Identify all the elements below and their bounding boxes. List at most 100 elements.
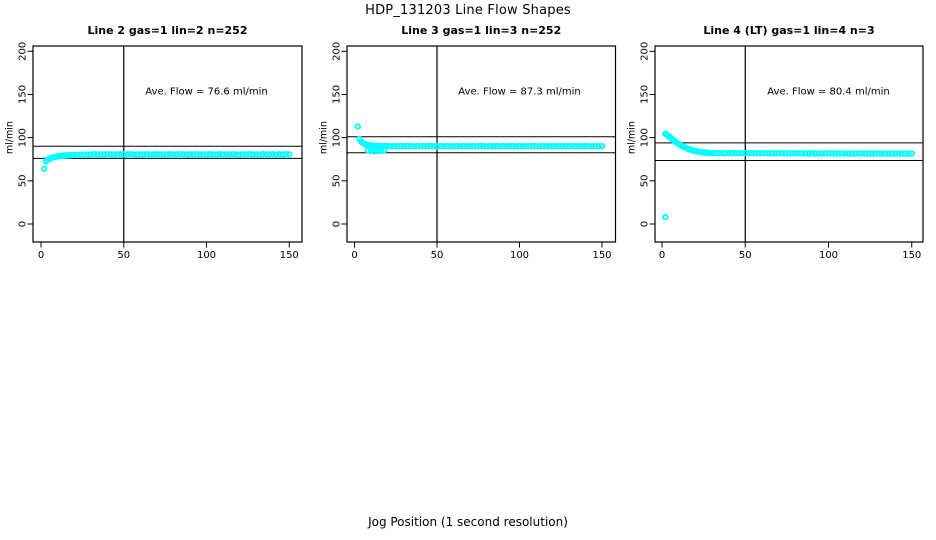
data-point xyxy=(473,143,480,150)
data-point xyxy=(423,143,431,150)
data-point xyxy=(559,142,566,150)
data-point xyxy=(748,149,756,157)
data-point xyxy=(522,142,530,150)
data-point xyxy=(582,142,589,150)
data-point xyxy=(772,150,779,157)
y-tick-label: 100 xyxy=(18,128,29,147)
data-point xyxy=(140,151,147,158)
data-point xyxy=(160,151,167,158)
data-point xyxy=(891,150,899,157)
data-point xyxy=(476,142,484,150)
data-point xyxy=(117,151,124,158)
data-point xyxy=(384,142,391,150)
data-point xyxy=(848,150,856,157)
data-point xyxy=(503,143,510,150)
x-tick-label: 150 xyxy=(280,250,299,261)
ave-flow-annotation: Ave. Flow = 80.4 ml/min xyxy=(767,86,889,97)
data-point xyxy=(229,150,237,158)
data-point xyxy=(216,151,223,158)
data-point xyxy=(94,151,101,158)
data-point xyxy=(206,151,214,158)
y-tick-label: 100 xyxy=(332,128,343,147)
data-point xyxy=(153,151,161,158)
data-point xyxy=(420,142,427,150)
data-point xyxy=(410,143,418,150)
data-point xyxy=(549,143,556,150)
y-axis-label: ml/min xyxy=(4,121,15,154)
data-point xyxy=(397,142,404,150)
data-point xyxy=(662,213,669,221)
data-point xyxy=(722,150,729,157)
data-point xyxy=(851,150,859,157)
data-point xyxy=(193,151,200,158)
data-point xyxy=(801,150,809,157)
data-point xyxy=(87,151,94,158)
data-point xyxy=(470,142,477,150)
y-tick-label: 150 xyxy=(640,85,651,104)
data-point xyxy=(103,150,111,158)
data-point xyxy=(279,151,286,158)
x-tick-label: 100 xyxy=(197,250,216,261)
data-point xyxy=(838,150,846,157)
y-tick-label: 0 xyxy=(332,221,343,227)
data-point xyxy=(708,149,716,157)
data-point xyxy=(450,142,457,150)
data-point xyxy=(414,142,421,150)
data-point xyxy=(463,143,470,150)
data-point xyxy=(792,150,799,157)
data-point xyxy=(878,150,885,157)
data-point xyxy=(100,151,108,158)
data-point xyxy=(768,149,776,157)
data-point xyxy=(579,143,586,150)
x-tick-label: 100 xyxy=(819,250,838,261)
data-point xyxy=(80,151,88,158)
data-point xyxy=(286,151,293,158)
data-point xyxy=(163,151,170,158)
data-point xyxy=(133,151,141,158)
data-point xyxy=(509,142,517,150)
data-point xyxy=(427,142,434,150)
data-point xyxy=(732,149,739,157)
data-point xyxy=(868,150,875,157)
data-point xyxy=(404,142,411,150)
data-point xyxy=(262,151,270,158)
data-point xyxy=(480,142,487,150)
data-point xyxy=(821,150,829,157)
data-point xyxy=(282,151,290,158)
y-tick-label: 50 xyxy=(18,174,29,187)
data-point xyxy=(74,151,81,159)
data-point xyxy=(180,151,187,158)
data-point xyxy=(143,151,151,158)
data-point xyxy=(831,150,839,157)
x-tick-label: 50 xyxy=(739,250,752,261)
data-point xyxy=(246,151,253,158)
data-point xyxy=(782,149,789,157)
data-point xyxy=(808,149,816,157)
data-point xyxy=(575,142,583,150)
panel-title: Line 4 (LT) gas=1 lin=4 n=3 xyxy=(703,24,874,37)
y-tick-label: 50 xyxy=(332,174,343,187)
data-point xyxy=(130,151,137,158)
x-tick-label: 150 xyxy=(592,250,611,261)
data-point xyxy=(460,142,467,150)
ave-flow-annotation: Ave. Flow = 76.6 ml/min xyxy=(145,86,267,97)
data-point xyxy=(256,151,263,158)
x-axis-label: Jog Position (1 second resolution) xyxy=(368,515,568,529)
data-point xyxy=(120,151,127,158)
data-point xyxy=(127,150,134,158)
data-point xyxy=(811,150,819,157)
data-point xyxy=(858,150,865,157)
data-point xyxy=(41,165,48,172)
data-point xyxy=(400,143,408,150)
data-point xyxy=(901,150,909,157)
data-point xyxy=(354,123,361,130)
data-point xyxy=(758,150,766,157)
data-point xyxy=(529,142,536,150)
data-point xyxy=(845,150,852,157)
plot-box xyxy=(32,45,303,243)
data-point xyxy=(905,150,912,157)
data-point xyxy=(272,151,280,158)
data-point xyxy=(97,151,104,158)
data-point xyxy=(881,150,889,157)
data-point xyxy=(798,150,806,157)
